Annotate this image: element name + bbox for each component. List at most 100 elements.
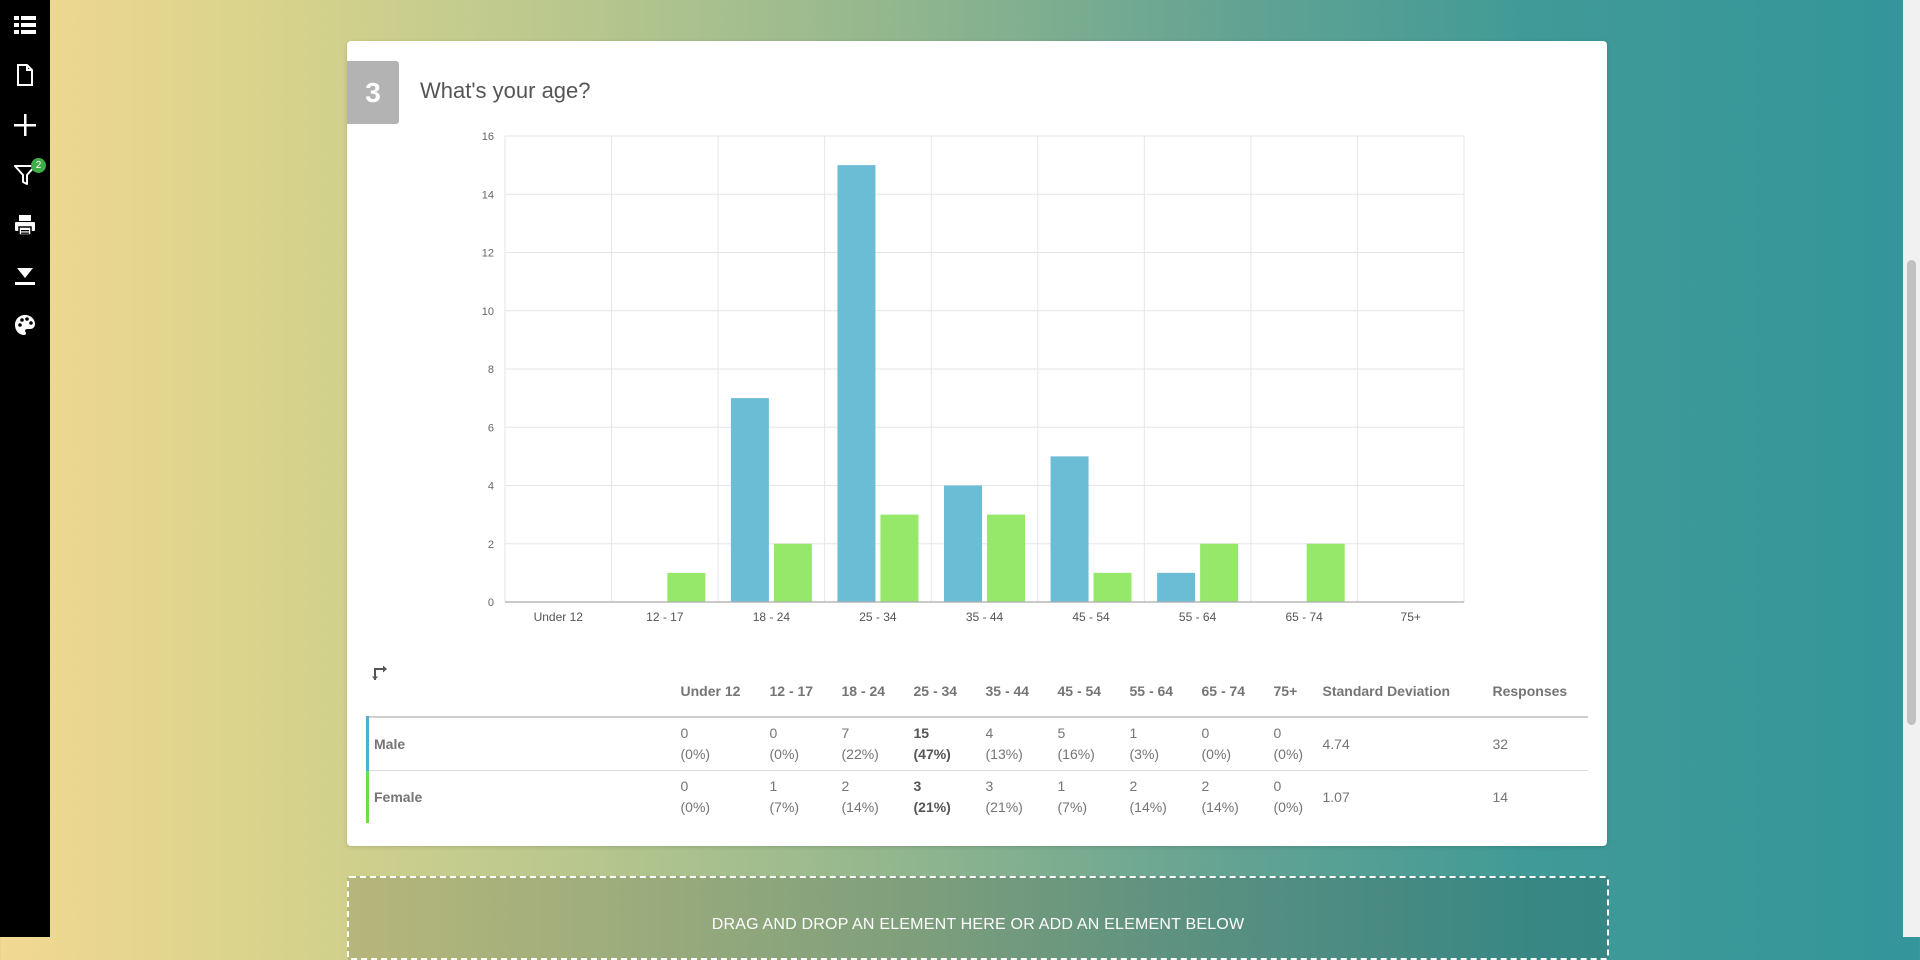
y-tick-label: 4	[488, 481, 494, 493]
responses-cell: 32	[1487, 717, 1588, 771]
table-cell: 4 (13%)	[980, 717, 1053, 771]
page-icon	[17, 64, 33, 86]
responses-cell: 14	[1492, 788, 1509, 805]
row-label: Male	[366, 717, 676, 771]
y-tick-label: 0	[488, 597, 494, 609]
cell-count: 2	[1129, 778, 1138, 794]
x-tick-label: 45 - 54	[1072, 610, 1110, 624]
table-cell: 2 (14%)	[1125, 771, 1197, 824]
cell-count: 3	[985, 778, 994, 794]
y-tick-label: 16	[482, 131, 494, 143]
print-icon	[15, 215, 35, 236]
sidebar-item-add[interactable]	[0, 105, 50, 145]
sidebar-item-questions[interactable]	[0, 5, 50, 45]
table-cell: 1 (7%)	[765, 771, 837, 824]
sidebar-item-page[interactable]	[0, 55, 50, 95]
cell-count: 1	[769, 778, 778, 794]
table-header-row: Under 12 12 - 17 18 - 24 25 - 34 35 - 44…	[367, 666, 1588, 718]
cell-percent: (7%)	[1057, 799, 1088, 815]
cell-count: 0	[1273, 725, 1282, 741]
bar-male	[837, 165, 876, 602]
table-header: 25 - 34	[908, 666, 981, 718]
table-header: 75+	[1268, 666, 1318, 718]
bar-female	[667, 572, 706, 602]
page-scrollbar[interactable]	[1903, 0, 1920, 937]
cell-percent: (7%)	[769, 799, 800, 815]
y-tick-label: 10	[482, 306, 494, 318]
bar-female	[1200, 543, 1239, 602]
cell-count: 3	[913, 778, 922, 794]
table-header: 55 - 64	[1124, 666, 1197, 718]
bar-female	[880, 514, 919, 602]
cell-count: 5	[1057, 725, 1066, 741]
bar-female	[773, 543, 812, 602]
plus-icon	[14, 114, 36, 136]
table-header: 35 - 44	[980, 666, 1053, 718]
bar-male	[1050, 456, 1089, 602]
table-header: 45 - 54	[1052, 666, 1125, 718]
bar-female	[1306, 543, 1345, 602]
results-table: Under 12 12 - 17 18 - 24 25 - 34 35 - 44…	[366, 666, 1588, 823]
cell-percent: (21%)	[985, 799, 1023, 815]
bar-male	[944, 485, 982, 602]
y-tick-label: 2	[488, 539, 494, 551]
cell-count: 7	[841, 725, 850, 741]
table-header: 12 - 17	[764, 666, 837, 718]
cell-percent: (0%)	[1273, 746, 1304, 762]
x-tick-label: 55 - 64	[1179, 610, 1217, 624]
sidebar-item-download[interactable]	[0, 255, 50, 295]
cell-count: 2	[841, 778, 850, 794]
bar-male	[730, 398, 769, 602]
bar-female	[987, 514, 1025, 602]
x-tick-label: 12 - 17	[646, 610, 684, 624]
y-tick-label: 12	[482, 248, 494, 260]
cell-percent: (14%)	[1129, 799, 1167, 815]
table-header: 18 - 24	[836, 666, 909, 718]
table-cell: 3 (21%)	[909, 771, 981, 824]
drop-zone-label: DRAG AND DROP AN ELEMENT HERE OR ADD AN …	[711, 916, 1245, 933]
x-tick-label: 65 - 74	[1285, 610, 1323, 624]
cell-percent: (0%)	[769, 746, 800, 762]
sidebar-item-filter[interactable]: 2	[0, 155, 50, 195]
cell-count: 0	[1201, 725, 1210, 741]
cell-percent: (0%)	[680, 746, 711, 762]
table-cell: 1 (3%)	[1124, 717, 1197, 771]
table-cell: 0 (0%)	[1196, 717, 1269, 771]
list-icon	[14, 16, 36, 34]
cell-percent: (14%)	[841, 799, 879, 815]
x-tick-label: 18 - 24	[753, 610, 791, 624]
table-cell: 0 (0%)	[764, 717, 837, 771]
table-cell: 2 (14%)	[837, 771, 909, 824]
question-title: What's your age?	[420, 78, 591, 103]
age-bar-chart: 0 2 4 6 8 10 12 14 16 Under 12 12 - 17 18 - 24 25 - …	[482, 131, 1465, 624]
table-row: Male 0 (0%) 0 (0%) 7 (22%) 15 (47%) 4 (13%) 5 (16%) 1…	[366, 717, 1588, 771]
table-cell: 2 (14%)	[1197, 771, 1269, 824]
cell-percent: (47%)	[913, 746, 951, 762]
cell-count: 0	[769, 725, 778, 741]
cell-percent: (21%)	[913, 799, 951, 815]
table-cell: 15 (47%)	[908, 717, 981, 771]
table-cell: 0 (0%)	[675, 717, 765, 771]
sidebar: 2	[0, 0, 50, 937]
y-tick-label: 8	[488, 364, 494, 376]
cell-count: 2	[1201, 778, 1210, 794]
scrollbar-thumb[interactable]	[1907, 260, 1916, 725]
table-cell: 0 (0%)	[676, 771, 765, 824]
y-tick-label: 6	[488, 422, 494, 434]
cell-percent: (16%)	[1057, 746, 1095, 762]
question-card: 3 What's your age? 0 2 4 6 8 10 12 14 16 Under 12…	[347, 41, 1607, 846]
x-tick-label: 35 - 44	[966, 610, 1004, 624]
palette-icon	[15, 315, 35, 335]
y-tick-label: 14	[482, 189, 494, 201]
sidebar-item-theme[interactable]	[0, 305, 50, 345]
sidebar-item-print[interactable]	[0, 205, 50, 245]
cell-percent: (14%)	[1201, 799, 1239, 815]
cell-count: 4	[985, 725, 994, 741]
drop-zone[interactable]: DRAG AND DROP AN ELEMENT HERE OR ADD AN …	[347, 876, 1609, 960]
std-dev-cell: 4.74	[1317, 717, 1488, 771]
table-header: Under 12	[675, 666, 765, 718]
cell-count: 0	[680, 725, 689, 741]
cell-percent: (0%)	[680, 799, 711, 815]
table-header: Responses	[1487, 666, 1588, 718]
cell-count: 0	[680, 778, 689, 794]
